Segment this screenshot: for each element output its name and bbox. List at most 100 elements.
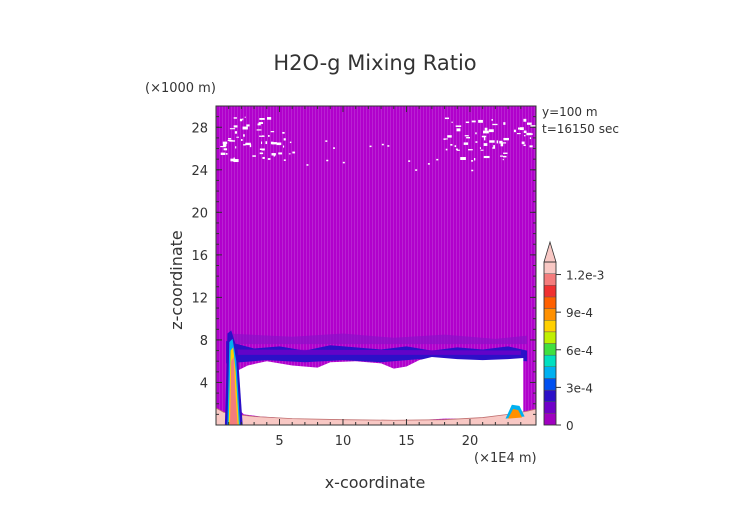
dry-patch (503, 155, 507, 158)
dry-patch (436, 158, 439, 161)
dry-patch (455, 148, 458, 151)
dry-patch (465, 121, 470, 124)
dry-patch (289, 141, 292, 144)
y-unit-label: (×1000 m) (145, 81, 216, 96)
dry-patch (529, 137, 532, 140)
dry-patch (276, 142, 282, 146)
dry-patch (526, 132, 532, 136)
dry-patch (529, 145, 533, 148)
dry-patch (523, 144, 526, 147)
dry-patch (483, 130, 489, 134)
dry-patch (267, 158, 271, 160)
dry-patch (292, 151, 296, 154)
dry-patch (228, 138, 232, 140)
dry-patch (500, 143, 504, 147)
dry-patch (230, 158, 236, 162)
dry-patch (492, 123, 498, 126)
dry-patch (259, 148, 265, 150)
dry-patch (475, 141, 478, 143)
dry-patch (483, 143, 488, 146)
dry-patch (483, 155, 490, 159)
right-plume-core (508, 409, 523, 419)
dry-patch (283, 159, 286, 161)
dry-patch (229, 128, 236, 130)
dry-patch (278, 152, 283, 155)
dry-patch (242, 126, 248, 130)
dry-patch (471, 120, 476, 123)
dry-patch (450, 144, 453, 146)
dry-patch (451, 121, 453, 123)
dry-patch (526, 122, 532, 125)
dry-patch (500, 155, 504, 157)
dry-patch (502, 158, 504, 161)
y-tick-label: 16 (191, 249, 208, 264)
dry-patch (387, 145, 390, 147)
dry-patch (483, 137, 486, 141)
dry-patch (282, 145, 285, 148)
dry-patch (262, 156, 265, 159)
dry-patch (271, 153, 276, 156)
colorbar-segment (543, 378, 557, 391)
dry-patch (233, 117, 237, 119)
colorbar-segment (543, 366, 557, 379)
dry-patch (282, 131, 285, 134)
chart-title: H2O-g Mixing Ratio (273, 51, 476, 75)
dry-patch (236, 136, 239, 138)
dry-patch (233, 125, 238, 128)
dry-patch (244, 116, 246, 118)
dry-patch (491, 119, 493, 121)
dry-patch (234, 131, 238, 134)
colorbar-segment (543, 273, 557, 286)
dry-patch (503, 122, 506, 125)
annotation-t: t=16150 sec (542, 122, 619, 136)
dry-patch (456, 149, 460, 151)
colorbar-segment (543, 308, 557, 321)
dry-patch (503, 152, 508, 154)
dry-patch (268, 135, 270, 137)
dry-patch (493, 145, 495, 148)
dry-patch (415, 169, 418, 171)
colorbar-segment (543, 296, 557, 309)
dry-patch (460, 157, 466, 160)
dry-patch (233, 157, 235, 159)
colorbar-segment (543, 285, 557, 298)
colorbar-tick-label: 3e-4 (566, 381, 593, 395)
dry-patch (445, 148, 448, 151)
dry-patch (257, 123, 261, 126)
x-tick-label: 20 (462, 434, 479, 449)
colorbar: 0 3e-4 6e-4 9e-4 1.2e-3 (543, 240, 604, 433)
dry-patch (249, 144, 252, 148)
plot-area (216, 106, 536, 425)
dry-patch (220, 145, 225, 148)
annotation-y: y=100 m (542, 105, 598, 119)
dry-patch (466, 136, 470, 139)
dry-patch (523, 118, 527, 122)
y-tick-label: 20 (191, 206, 208, 221)
plume-layer-3 (229, 356, 238, 425)
colorbar-tick-label: 1.2e-3 (566, 269, 604, 283)
dry-patch (524, 134, 526, 137)
dry-patch (530, 133, 533, 135)
dry-patch (496, 140, 499, 144)
dry-patch (259, 118, 265, 120)
dry-patch (518, 127, 522, 130)
colorbar-segment (543, 320, 557, 333)
dry-patch (464, 135, 469, 137)
moist-band-core (231, 349, 521, 355)
dry-patch (252, 155, 256, 157)
colorbar-segment (543, 354, 557, 367)
dry-patch (480, 149, 484, 151)
colorbar-segment (543, 261, 557, 274)
dry-patch (447, 135, 452, 138)
y-tick-label: 28 (191, 121, 208, 136)
dry-patch (259, 135, 265, 137)
dry-patch (242, 118, 244, 121)
dry-patch (272, 142, 277, 145)
x-unit-label: (×1E4 m) (474, 451, 537, 466)
dry-patch (456, 128, 461, 132)
dry-patch (408, 160, 411, 162)
dry-patch (225, 153, 228, 155)
dry-patch (222, 141, 228, 144)
dry-patch (288, 153, 291, 155)
